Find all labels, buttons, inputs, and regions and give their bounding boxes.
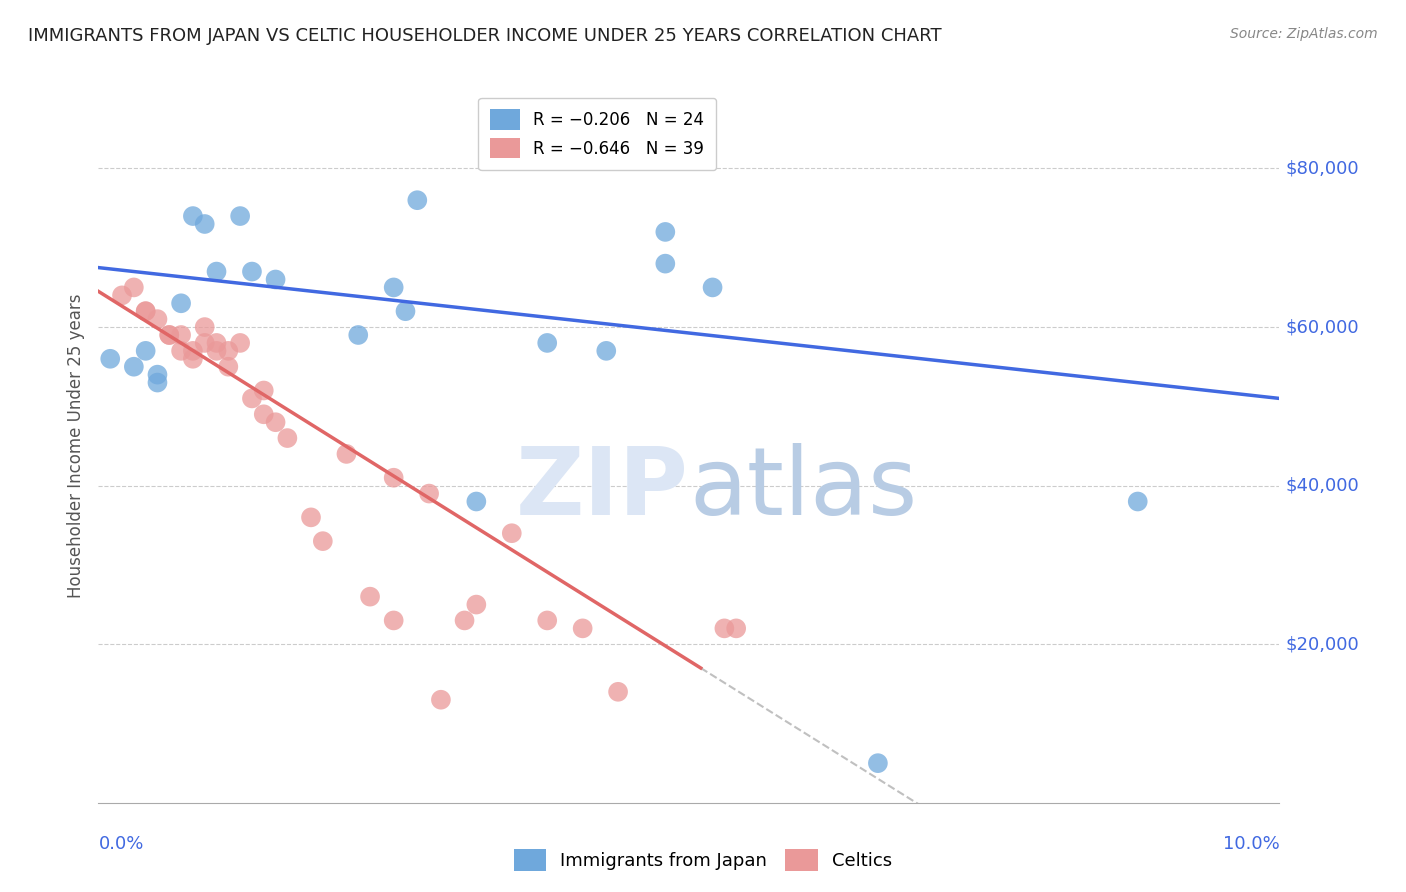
Point <box>702 280 724 294</box>
Text: atlas: atlas <box>689 442 917 535</box>
Text: 10.0%: 10.0% <box>1223 835 1279 853</box>
Point <box>217 359 239 374</box>
Point <box>536 614 558 628</box>
Point <box>406 193 429 207</box>
Point <box>205 335 228 350</box>
Point <box>135 304 157 318</box>
Point <box>181 209 204 223</box>
Point <box>157 328 180 343</box>
Point <box>713 621 735 635</box>
Text: Source: ZipAtlas.com: Source: ZipAtlas.com <box>1230 27 1378 41</box>
Point <box>229 209 252 223</box>
Point <box>205 264 228 278</box>
Point <box>111 288 134 302</box>
Point <box>181 343 204 358</box>
Point <box>194 335 217 350</box>
Point <box>146 312 169 326</box>
Point <box>335 447 357 461</box>
Point <box>170 328 193 343</box>
Point <box>1126 494 1149 508</box>
Point <box>394 304 416 318</box>
Text: ZIP: ZIP <box>516 442 689 535</box>
Point <box>382 471 405 485</box>
Point <box>170 343 193 358</box>
Point <box>382 614 405 628</box>
Point <box>571 621 593 635</box>
Point <box>122 359 145 374</box>
Point <box>122 280 145 294</box>
Point <box>194 320 217 334</box>
Point <box>276 431 298 445</box>
Point <box>430 692 453 706</box>
Point <box>264 272 287 286</box>
Point <box>170 296 193 310</box>
Point <box>536 335 558 350</box>
Point <box>194 217 217 231</box>
Point <box>240 264 263 278</box>
Point <box>465 598 488 612</box>
Point <box>359 590 381 604</box>
Point <box>146 368 169 382</box>
Point <box>98 351 121 366</box>
Point <box>866 756 889 771</box>
Point <box>229 335 252 350</box>
Point <box>299 510 322 524</box>
Y-axis label: Householder Income Under 25 years: Householder Income Under 25 years <box>66 293 84 599</box>
Point <box>312 534 335 549</box>
Point <box>347 328 370 343</box>
Legend: R = −0.206   N = 24, R = −0.646   N = 39: R = −0.206 N = 24, R = −0.646 N = 39 <box>478 97 716 169</box>
Point <box>217 343 239 358</box>
Point <box>146 376 169 390</box>
Point <box>418 486 440 500</box>
Point <box>654 225 676 239</box>
Point <box>725 621 748 635</box>
Point <box>240 392 263 406</box>
Text: $60,000: $60,000 <box>1285 318 1360 336</box>
Point <box>135 343 157 358</box>
Point <box>157 328 180 343</box>
Point <box>595 343 617 358</box>
Text: 0.0%: 0.0% <box>98 835 143 853</box>
Point <box>253 407 276 421</box>
Point <box>264 415 287 429</box>
Point <box>382 280 405 294</box>
Point <box>465 494 488 508</box>
Point <box>135 304 157 318</box>
Text: $40,000: $40,000 <box>1285 476 1360 495</box>
Point <box>253 384 276 398</box>
Text: $80,000: $80,000 <box>1285 160 1360 178</box>
Point <box>181 351 204 366</box>
Point <box>607 685 630 699</box>
Legend: Immigrants from Japan, Celtics: Immigrants from Japan, Celtics <box>506 842 900 879</box>
Text: IMMIGRANTS FROM JAPAN VS CELTIC HOUSEHOLDER INCOME UNDER 25 YEARS CORRELATION CH: IMMIGRANTS FROM JAPAN VS CELTIC HOUSEHOL… <box>28 27 942 45</box>
Point <box>453 614 475 628</box>
Point <box>501 526 523 541</box>
Point <box>654 257 676 271</box>
Text: $20,000: $20,000 <box>1285 635 1360 653</box>
Point <box>205 343 228 358</box>
